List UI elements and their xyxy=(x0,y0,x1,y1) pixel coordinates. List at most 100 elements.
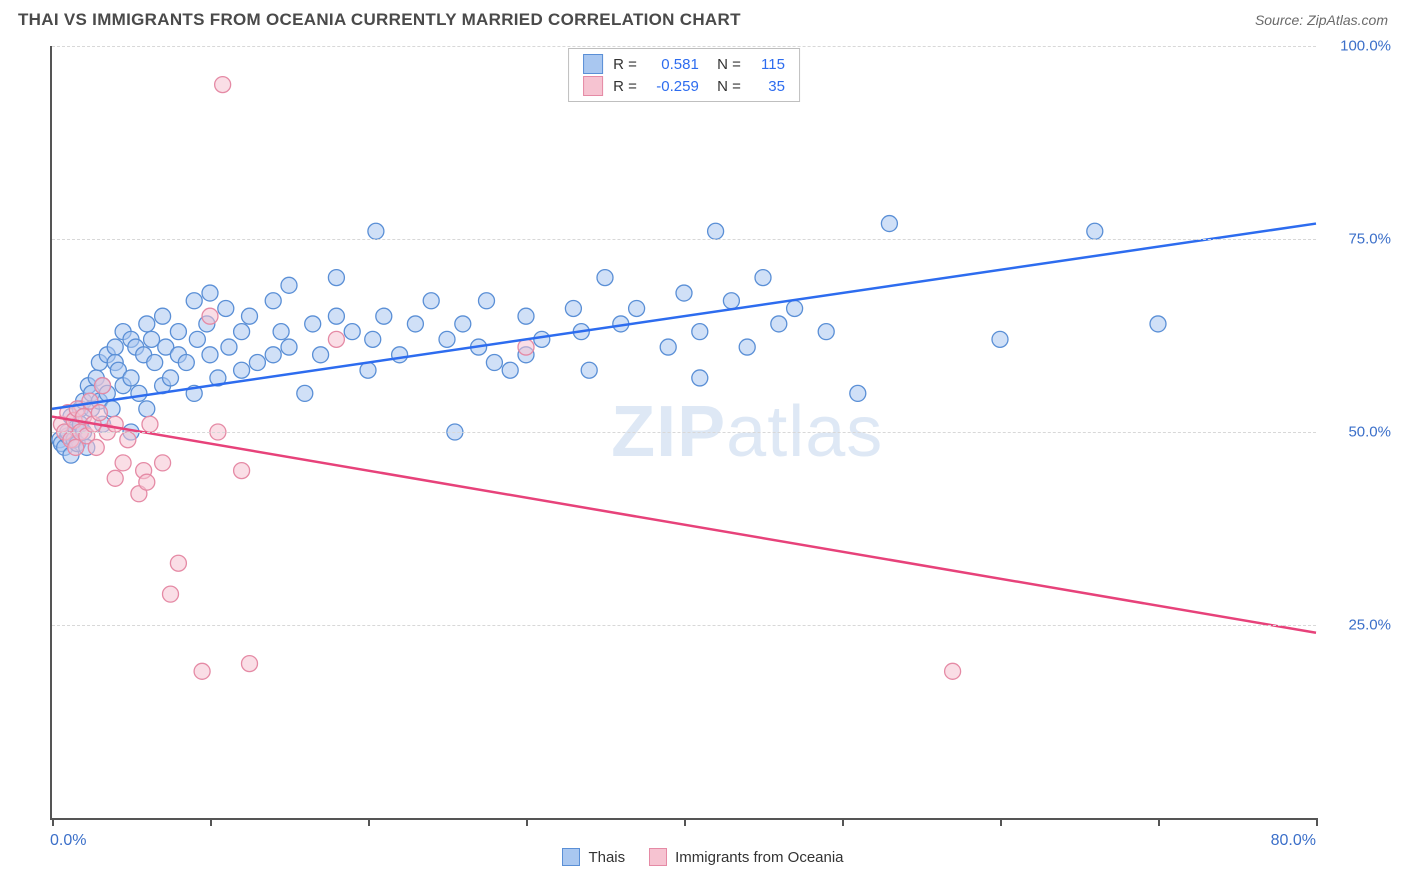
legend-item: Immigrants from Oceania xyxy=(649,848,843,866)
gridline-h xyxy=(52,239,1316,240)
regression-line-oceania xyxy=(52,417,1316,633)
x-tick xyxy=(52,818,54,826)
stat-r-label: R = xyxy=(613,56,637,73)
swatch-thais-icon xyxy=(583,54,603,74)
scatter-point-thais xyxy=(365,331,381,347)
scatter-point-thais xyxy=(360,362,376,378)
scatter-point-oceania xyxy=(163,586,179,602)
chart-title: THAI VS IMMIGRANTS FROM OCEANIA CURRENTL… xyxy=(18,10,741,30)
scatter-point-oceania xyxy=(139,474,155,490)
scatter-point-thais xyxy=(534,331,550,347)
scatter-point-thais xyxy=(723,293,739,309)
scatter-point-thais xyxy=(305,316,321,332)
scatter-point-thais xyxy=(455,316,471,332)
scatter-point-thais xyxy=(692,324,708,340)
scatter-point-oceania xyxy=(170,555,186,571)
scatter-point-thais xyxy=(486,355,502,371)
chart-plot-area: ZIPatlas R =0.581 N =115R =-0.259 N =35 … xyxy=(50,46,1316,820)
stats-row-oceania: R =-0.259 N =35 xyxy=(583,75,785,97)
scatter-point-thais xyxy=(581,362,597,378)
scatter-point-thais xyxy=(881,216,897,232)
scatter-point-thais xyxy=(597,270,613,286)
scatter-point-oceania xyxy=(155,455,171,471)
x-tick xyxy=(368,818,370,826)
legend-swatch-icon xyxy=(562,848,580,866)
gridline-h xyxy=(52,46,1316,47)
y-tick-label: 100.0% xyxy=(1326,38,1391,55)
scatter-point-thais xyxy=(992,331,1008,347)
x-tick xyxy=(684,818,686,826)
scatter-point-oceania xyxy=(91,405,107,421)
scatter-point-thais xyxy=(249,355,265,371)
scatter-point-oceania xyxy=(107,470,123,486)
scatter-point-thais xyxy=(265,347,281,363)
scatter-point-oceania xyxy=(142,416,158,432)
scatter-point-thais xyxy=(144,331,160,347)
scatter-point-thais xyxy=(565,300,581,316)
scatter-point-oceania xyxy=(945,663,961,679)
scatter-point-thais xyxy=(692,370,708,386)
scatter-point-oceania xyxy=(88,439,104,455)
scatter-point-thais xyxy=(139,401,155,417)
scatter-point-thais xyxy=(771,316,787,332)
scatter-point-thais xyxy=(739,339,755,355)
stat-n-label: N = xyxy=(709,56,741,73)
x-tick xyxy=(526,818,528,826)
gridline-h xyxy=(52,432,1316,433)
scatter-point-thais xyxy=(313,347,329,363)
scatter-point-thais xyxy=(234,324,250,340)
y-tick-label: 50.0% xyxy=(1326,424,1391,441)
y-tick-label: 25.0% xyxy=(1326,617,1391,634)
scatter-point-thais xyxy=(479,293,495,309)
scatter-point-thais xyxy=(202,285,218,301)
stat-r-value: 0.581 xyxy=(647,56,699,73)
scatter-point-thais xyxy=(676,285,692,301)
legend-label: Immigrants from Oceania xyxy=(675,849,843,866)
scatter-point-thais xyxy=(123,370,139,386)
y-tick-label: 75.0% xyxy=(1326,231,1391,248)
x-tick xyxy=(842,818,844,826)
scatter-point-thais xyxy=(328,270,344,286)
scatter-point-thais xyxy=(281,277,297,293)
scatter-point-thais xyxy=(218,300,234,316)
scatter-point-thais xyxy=(518,308,534,324)
stats-row-thais: R = 0.581 N = 115 xyxy=(583,53,785,75)
scatter-point-thais xyxy=(189,331,205,347)
stat-r-label: R = xyxy=(613,78,637,95)
swatch-oceania-icon xyxy=(583,76,603,96)
scatter-point-thais xyxy=(755,270,771,286)
scatter-point-thais xyxy=(202,347,218,363)
scatter-point-thais xyxy=(178,355,194,371)
scatter-point-thais xyxy=(242,308,258,324)
scatter-point-thais xyxy=(107,339,123,355)
scatter-point-thais xyxy=(139,316,155,332)
scatter-point-thais xyxy=(1150,316,1166,332)
x-tick xyxy=(210,818,212,826)
stat-r-value: -0.259 xyxy=(647,78,699,95)
bottom-legend: Thais Immigrants from Oceania xyxy=(0,848,1406,866)
scatter-point-thais xyxy=(281,339,297,355)
scatter-point-thais xyxy=(273,324,289,340)
scatter-point-thais xyxy=(328,308,344,324)
scatter-point-oceania xyxy=(194,663,210,679)
scatter-point-thais xyxy=(297,385,313,401)
scatter-point-thais xyxy=(368,223,384,239)
stat-n-label: N = xyxy=(709,78,741,95)
scatter-point-oceania xyxy=(234,463,250,479)
x-tick xyxy=(1000,818,1002,826)
scatter-point-thais xyxy=(234,362,250,378)
scatter-point-thais xyxy=(850,385,866,401)
gridline-h xyxy=(52,625,1316,626)
legend-item: Thais xyxy=(562,848,625,866)
scatter-point-oceania xyxy=(215,77,231,93)
scatter-point-thais xyxy=(787,300,803,316)
scatter-point-oceania xyxy=(518,339,534,355)
scatter-point-thais xyxy=(170,324,186,340)
scatter-point-oceania xyxy=(115,455,131,471)
scatter-point-thais xyxy=(376,308,392,324)
scatter-point-oceania xyxy=(242,656,258,672)
x-tick xyxy=(1158,818,1160,826)
scatter-point-oceania xyxy=(95,378,111,394)
scatter-point-thais xyxy=(1087,223,1103,239)
stat-n-value: 115 xyxy=(751,56,785,73)
